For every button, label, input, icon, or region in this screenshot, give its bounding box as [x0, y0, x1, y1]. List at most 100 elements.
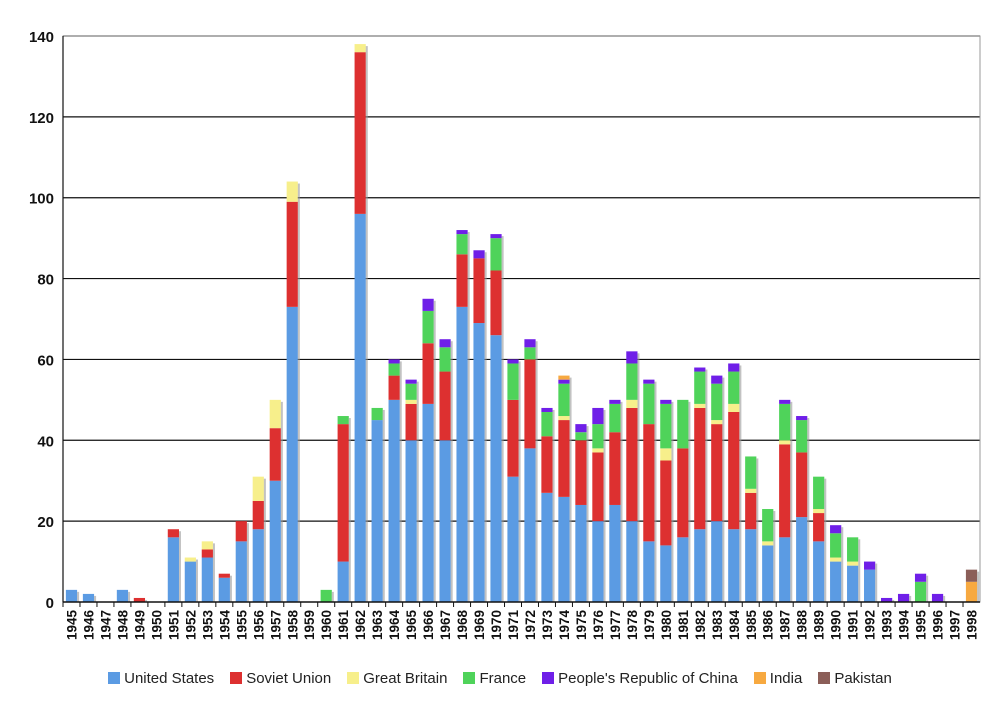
bar-segment [745, 456, 757, 489]
bar-segment [524, 339, 536, 348]
y-tick-label: 0 [46, 595, 54, 612]
bar-segment [575, 432, 587, 441]
bar-segment [796, 416, 808, 421]
bar-segment [660, 399, 672, 404]
bar-segment [609, 399, 621, 404]
x-tick-label: 1970 [489, 610, 504, 640]
bar-shadow [212, 543, 215, 602]
legend-item: France [463, 670, 526, 687]
bar-shadow [586, 426, 589, 602]
bar-shadow [943, 595, 946, 602]
x-tick-label: 1977 [608, 610, 623, 640]
x-tick-label: 1958 [285, 610, 300, 641]
x-tick-label: 1984 [727, 610, 742, 641]
y-tick-label: 20 [37, 514, 54, 531]
bar-segment [405, 383, 417, 400]
plot-frame [62, 35, 981, 603]
bar-segment [728, 529, 740, 602]
bar-segment [813, 476, 825, 510]
bar-shadow [416, 381, 419, 602]
bar-segment [388, 399, 400, 602]
x-tick-label: 1955 [234, 610, 249, 641]
bar-segment [660, 448, 672, 461]
bar-segment [116, 589, 129, 602]
bar-segment [490, 270, 502, 336]
bar-segment [626, 351, 638, 364]
bar-segment [677, 537, 689, 602]
bar-segment [252, 500, 264, 530]
bar-segment [337, 561, 349, 602]
x-tick-label: 1979 [642, 610, 657, 640]
x-tick-label: 1960 [319, 610, 334, 640]
bar-segment [626, 399, 638, 408]
bar-segment [660, 460, 672, 546]
bar-segment [813, 541, 825, 602]
bar-shadow [145, 599, 148, 602]
bar-segment [813, 509, 825, 514]
bar-shadow [909, 595, 912, 602]
bar-segment [507, 399, 519, 477]
x-tick-label: 1991 [846, 610, 861, 641]
bar-segment [745, 488, 757, 493]
x-tick-label: 1986 [761, 610, 776, 641]
bar-segment [643, 541, 655, 602]
x-tick-label: 1946 [81, 610, 96, 641]
bar-segment [558, 383, 570, 417]
y-tick-label: 40 [37, 433, 54, 450]
gridlines [63, 35, 980, 522]
bar-shadow [195, 559, 198, 602]
x-tick-label: 1950 [149, 610, 164, 640]
legend-label: People's Republic of China [558, 669, 738, 687]
legend: United States Soviet Union Great Britain Fr… [0, 668, 1000, 688]
legend-item: India [753, 670, 802, 687]
legend-label: Pakistan [834, 669, 892, 687]
bar-segment [422, 298, 434, 311]
bar-segment [354, 44, 366, 53]
x-tick-label: 1974 [557, 610, 572, 641]
legend-swatch [818, 672, 831, 684]
x-tick-label: 1978 [625, 610, 640, 641]
bar-segment [473, 323, 485, 602]
bar-segment [133, 597, 146, 602]
bar-shadow [433, 300, 436, 602]
bar-segment [439, 371, 451, 441]
bar-segment [643, 383, 655, 425]
bar-segment [728, 363, 740, 372]
bar-segment [405, 379, 417, 384]
x-tick-label: 1994 [897, 610, 912, 641]
bar-segment [762, 509, 774, 542]
bar-shadow [535, 341, 538, 602]
bar-segment [388, 375, 400, 400]
legend-label: Great Britain [363, 669, 448, 687]
x-tick-label: 1995 [914, 610, 929, 641]
bar-shadow [399, 361, 402, 602]
bar-segment [762, 545, 774, 602]
bar-shadow [722, 377, 725, 602]
bar-segment [524, 359, 536, 449]
bar-segment [711, 420, 723, 425]
bar-segment [405, 403, 417, 441]
bar-shadow [348, 418, 351, 602]
bar-segment [541, 407, 553, 412]
bar-segment [337, 416, 349, 425]
bar-segment [711, 375, 723, 384]
x-tick-label: 1968 [455, 610, 470, 641]
bar-shadow [977, 571, 980, 602]
bar-segment [830, 533, 842, 558]
bar-segment [218, 577, 230, 602]
bar-shadow [756, 458, 759, 602]
x-tick-label: 1967 [438, 610, 453, 640]
legend-label: France [479, 669, 527, 687]
bar-segment [422, 343, 434, 404]
x-tick-label: 1989 [812, 610, 827, 640]
bar-shadow [773, 511, 776, 602]
x-tick-label: 1962 [353, 610, 368, 640]
bar-segment [592, 448, 604, 453]
bar-segment [507, 476, 519, 602]
legend-item: Pakistan [818, 670, 892, 687]
bar-segment [269, 399, 281, 429]
bar-segment [864, 561, 876, 570]
bar-shadow [926, 575, 929, 602]
bar-segment [184, 557, 196, 562]
bar-segment [201, 549, 213, 558]
